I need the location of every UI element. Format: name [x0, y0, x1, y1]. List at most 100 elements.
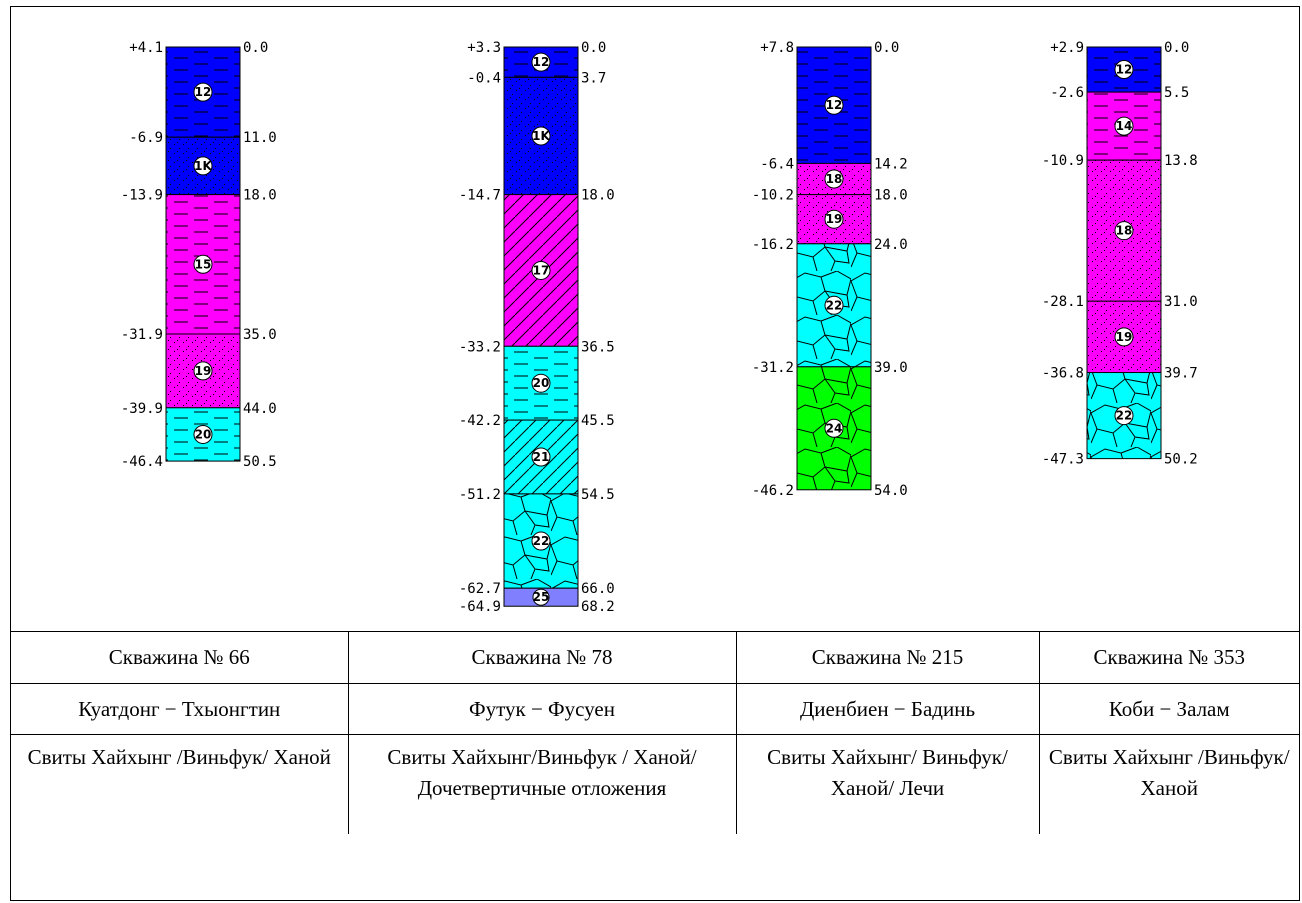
soil-layer: 18 -10.2 18.0	[752, 162, 908, 204]
borehole-column: +7.8 0.012-6.4 14.218-10.2 18.019-16.2 24.02…	[752, 40, 908, 499]
layer-bottom-altitude: -10.9	[1042, 153, 1084, 169]
layer-number-badge	[824, 95, 844, 115]
soil-layer: 15 -31.9 35.0	[121, 194, 277, 343]
layer-number: 19	[1116, 330, 1133, 344]
layer-number-badge	[193, 361, 213, 381]
layer-outline	[1086, 372, 1162, 460]
soil-layer: 19 -39.9 44.0	[121, 333, 277, 417]
soil-layer: 21 -51.2 54.5	[459, 419, 615, 503]
layer-number: 20	[195, 427, 212, 441]
layer-number: 20	[533, 376, 550, 390]
borehole-column: +2.9 0.012-2.6 5.514-10.9 13.818-28.1 31.019…	[1042, 40, 1198, 468]
soil-layer: 25 -64.9 68.2	[459, 587, 615, 615]
top-depth-label: 0.0	[874, 40, 899, 56]
well-formations-cell: Свиты Хайхынг /Виньфук/ Ханой	[11, 734, 349, 834]
layer-bottom-depth: 39.0	[874, 360, 908, 376]
top-altitude-label: +4.1	[129, 40, 163, 56]
top-altitude-label: +7.8	[760, 40, 794, 56]
layer-bottom-depth: 45.5	[581, 413, 615, 429]
layer-number-badge	[1114, 221, 1134, 241]
well-formations-cell: Свиты Хайхынг/ Виньфук/Ханой/ Лечи	[735, 734, 1040, 834]
layer-bottom-altitude: -33.2	[459, 339, 501, 355]
layer-bottom-depth: 50.5	[243, 454, 277, 470]
well-name-cell: Скважина № 353	[1038, 631, 1299, 684]
layer-bottom-altitude: -46.4	[121, 454, 163, 470]
soil-layer: 22 -31.2 39.0	[752, 243, 908, 376]
layer-number: 22	[826, 298, 843, 312]
layer-bottom-depth: 36.5	[581, 339, 615, 355]
soil-layer: 20 -42.2 45.5	[459, 345, 615, 429]
layer-outline	[165, 407, 241, 462]
layer-number: 18	[1116, 224, 1133, 238]
layer-number: 12	[195, 85, 212, 99]
layer-bottom-altitude: -36.8	[1042, 366, 1084, 382]
layer-bottom-altitude: -51.2	[459, 487, 501, 503]
soil-layer: 12 -2.6 5.5	[1050, 46, 1189, 101]
soil-layer: 19 -36.8 39.7	[1042, 300, 1198, 382]
layer-number: 1K	[194, 159, 212, 173]
layer-number-badge	[193, 254, 213, 274]
layer-number-badge	[193, 156, 213, 176]
layer-bottom-altitude: -42.2	[459, 413, 501, 429]
layer-number-badge	[1114, 60, 1134, 80]
layer-number-badge	[824, 169, 844, 189]
soil-layer: 24 -46.2 54.0	[752, 366, 908, 499]
top-depth-label: 0.0	[243, 40, 268, 56]
soil-layer: 20 -46.4 50.5	[121, 407, 277, 470]
borehole-logs-svg: +4.1 0.012-6.9 11.01K-13.9 18.015-31.9 35.01…	[121, 40, 1198, 615]
layer-bottom-altitude: -39.9	[121, 401, 163, 417]
layer-bottom-altitude: -6.4	[760, 156, 794, 172]
layer-number: 21	[533, 450, 550, 464]
well-name-cell: Скважина № 66	[11, 631, 349, 684]
layer-number: 17	[533, 263, 550, 277]
layer-number-badge	[824, 209, 844, 229]
layer-bottom-depth: 24.0	[874, 237, 908, 253]
layer-bottom-altitude: -6.9	[129, 130, 163, 146]
layer-bottom-depth: 66.0	[581, 581, 615, 597]
layer-bottom-altitude: -47.3	[1042, 452, 1084, 468]
layer-number: 22	[1116, 409, 1133, 423]
layer-number: 19	[195, 364, 212, 378]
layer-bottom-altitude: -64.9	[459, 599, 501, 615]
top-depth-label: 0.0	[1164, 40, 1189, 56]
soil-layer: 14 -10.9 13.8	[1042, 91, 1198, 169]
layer-bottom-depth: 18.0	[581, 188, 615, 204]
layer-bottom-depth: 44.0	[243, 401, 277, 417]
layer-bottom-depth: 54.5	[581, 487, 615, 503]
layer-number: 25	[533, 590, 550, 604]
layer-number-badge	[531, 52, 551, 72]
layer-bottom-altitude: -28.1	[1042, 294, 1084, 310]
soil-layer: 18 -28.1 31.0	[1042, 159, 1198, 310]
layer-number-badge	[531, 531, 551, 551]
layer-number-badge	[1114, 406, 1134, 426]
layer-bottom-depth: 35.0	[243, 327, 277, 343]
soil-layer: 22 -62.7 66.0	[459, 493, 615, 597]
layer-number-badge	[531, 126, 551, 146]
soil-layer: 17 -33.2 36.5	[459, 194, 615, 355]
well-name-cell: Скважина № 78	[347, 631, 737, 684]
borehole-column: +3.3 0.012-0.4 3.71K-14.7 18.017-33.2 36.520…	[459, 40, 615, 615]
layer-number-badge	[193, 82, 213, 102]
layer-bottom-altitude: -31.2	[752, 360, 794, 376]
well-info-table: Скважина № 66 Скважина № 78 Скважина № 2…	[11, 631, 1299, 834]
well-locations-row: Куатдонг − Тхыонгтин Футук − Фусуен Диен…	[11, 683, 1299, 735]
well-location-cell: Куатдонг − Тхыонгтин	[11, 683, 349, 735]
borehole-column: +4.1 0.012-6.9 11.01K-13.9 18.015-31.9 35.01…	[121, 40, 277, 470]
layer-bottom-depth: 18.0	[243, 188, 277, 204]
layer-bottom-depth: 54.0	[874, 483, 908, 499]
layer-bottom-depth: 13.8	[1164, 153, 1198, 169]
well-formations-cell: Свиты Хайхынг/Виньфук / Ханой/Дочетверти…	[347, 734, 737, 834]
soil-layer: 1K -13.9 18.0	[121, 136, 277, 204]
borehole-logs-diagram: +4.1 0.0 12 -6.9 11.0 1K -13.9 18.0 15 -31.9 35.0 1…	[11, 7, 1301, 632]
layer-number: 19	[826, 212, 843, 226]
layer-bottom-altitude: -2.6	[1050, 85, 1084, 101]
layer-number-badge	[1114, 327, 1134, 347]
layer-bottom-depth: 3.7	[581, 70, 606, 86]
figure-frame: +4.1 0.0 12 -6.9 11.0 1K -13.9 18.0 15 -31.9 35.0 1…	[10, 6, 1300, 901]
well-location-cell: Футук − Фусуен	[347, 683, 737, 735]
layer-bottom-depth: 68.2	[581, 599, 615, 615]
layer-number-badge	[824, 295, 844, 315]
well-location-cell: Диенбиен − Бадинь	[735, 683, 1040, 735]
layer-number-badge	[531, 373, 551, 393]
layer-bottom-altitude: -16.2	[752, 237, 794, 253]
